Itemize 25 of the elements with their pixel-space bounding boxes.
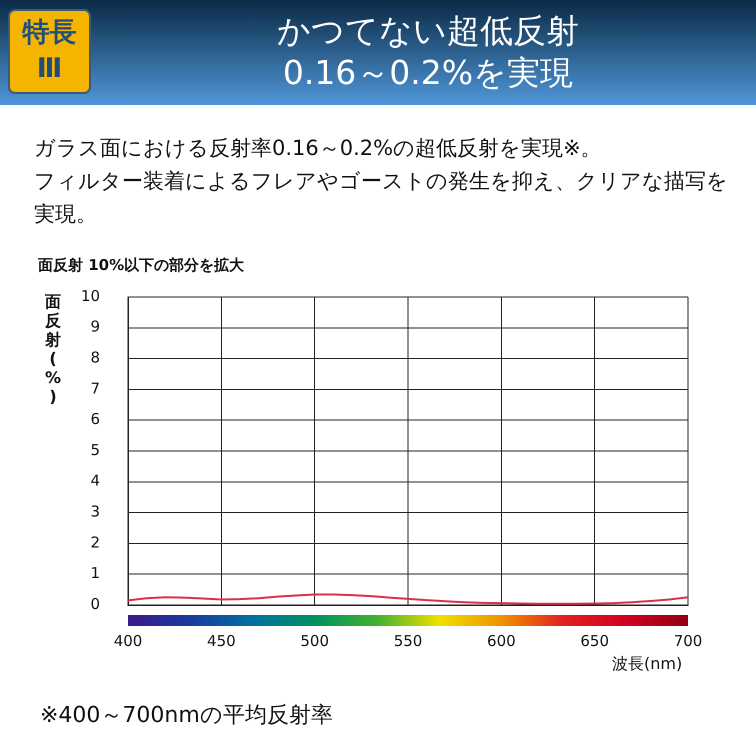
- x-tick-label: 550: [394, 632, 422, 650]
- y-tick-label: 5: [90, 440, 100, 459]
- y-tick-label: 1: [90, 564, 100, 582]
- x-tick-label: 650: [580, 632, 609, 650]
- y-axis-title: 面反射(%): [44, 292, 62, 406]
- x-tick-label: 700: [674, 632, 702, 650]
- text: ※400～700nmの平均反射率: [40, 702, 333, 730]
- text: 面反射 10%以下の部分を拡大: [38, 256, 244, 275]
- y-tick-label: 8: [90, 348, 100, 366]
- y-tick-label: 7: [90, 379, 100, 398]
- y-tick-label: 3: [90, 502, 100, 520]
- x-axis-title: 波長(nm): [612, 654, 682, 675]
- x-tick-label: 400: [114, 632, 142, 650]
- text: 特長 Ⅲ: [8, 9, 91, 94]
- x-tick-label: 450: [207, 632, 236, 650]
- y-tick-label: 6: [90, 410, 100, 428]
- y-tick-label: 0: [90, 594, 100, 613]
- y-tick-label: 2: [90, 533, 100, 552]
- x-tick-label: 500: [300, 632, 329, 650]
- x-tick-label: 600: [487, 632, 516, 650]
- y-tick-label: 4: [90, 472, 100, 490]
- y-tick-label: 9: [90, 318, 100, 336]
- y-tick-label: 10: [80, 286, 100, 305]
- chart-title: かつてない超低反射 0.16～0.2%を実現: [276, 10, 580, 94]
- chart-subtitle: ガラス面における反射率0.16～0.2%の超低反射を実現※。フィルター装着によるフレアやゴーストの発生を抑え、クリアな描写を実現。: [34, 135, 729, 228]
